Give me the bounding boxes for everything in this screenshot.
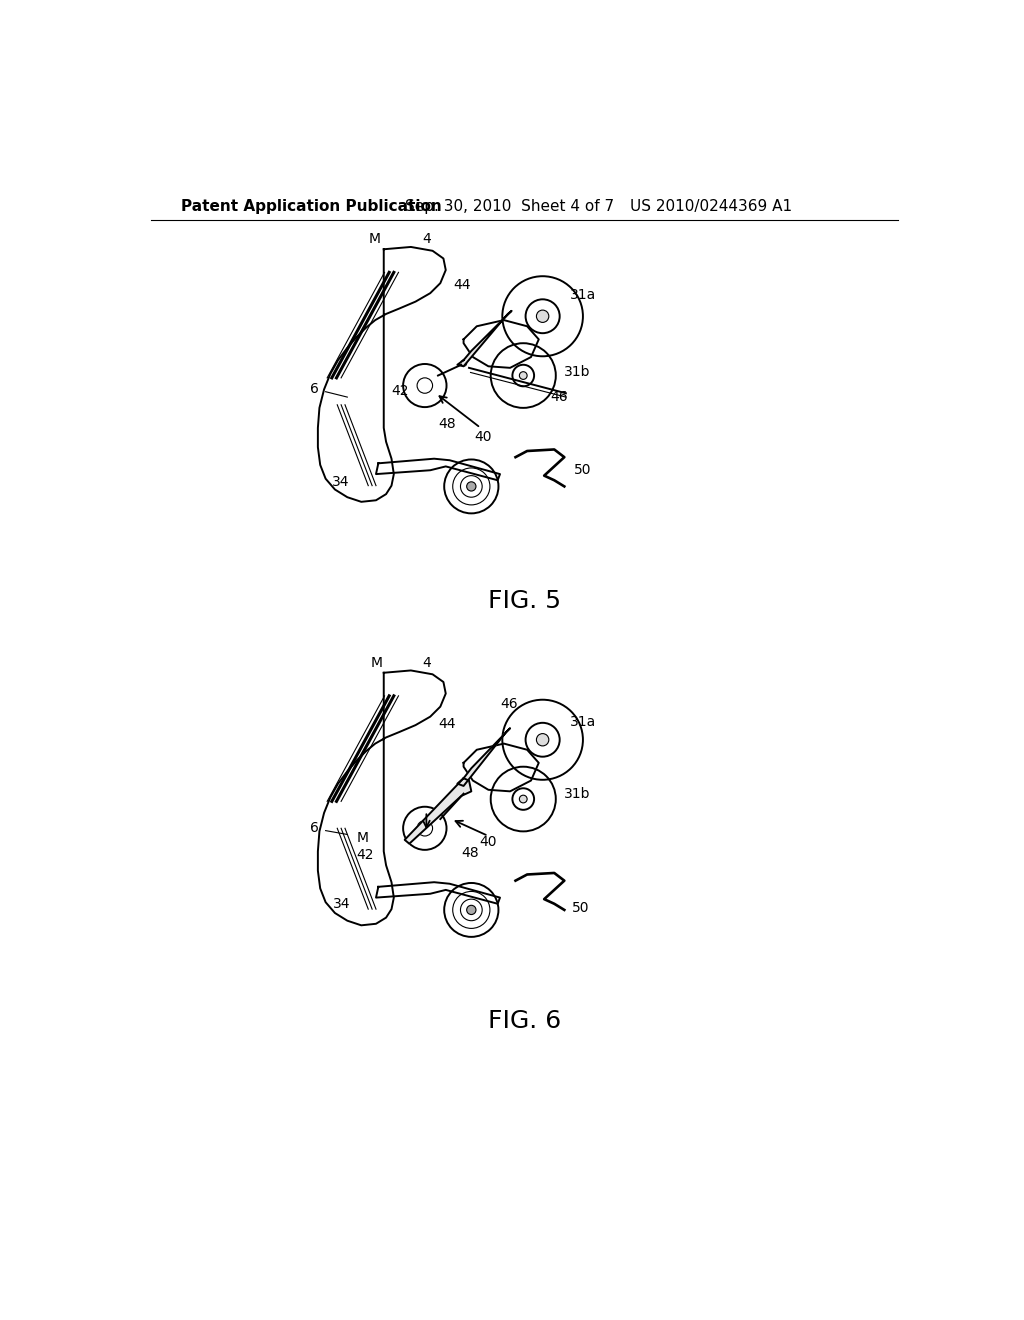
Circle shape — [467, 906, 476, 915]
Text: 40: 40 — [479, 836, 497, 849]
Text: 46: 46 — [500, 697, 517, 710]
Text: 48: 48 — [438, 417, 456, 432]
Text: 42: 42 — [391, 384, 409, 397]
Circle shape — [461, 360, 467, 367]
Polygon shape — [458, 312, 512, 367]
Text: 31b: 31b — [564, 366, 591, 379]
Text: 40: 40 — [474, 430, 492, 444]
Text: Sep. 30, 2010  Sheet 4 of 7: Sep. 30, 2010 Sheet 4 of 7 — [406, 198, 614, 214]
Text: 34: 34 — [334, 896, 351, 911]
Circle shape — [461, 784, 467, 789]
Text: 50: 50 — [572, 902, 590, 915]
Text: 31b: 31b — [564, 787, 591, 801]
Text: 44: 44 — [438, 717, 456, 731]
Text: 34: 34 — [332, 475, 349, 488]
Text: 50: 50 — [573, 463, 591, 478]
Text: 31a: 31a — [569, 715, 596, 729]
Text: Patent Application Publication: Patent Application Publication — [180, 198, 441, 214]
Text: 6: 6 — [310, 383, 319, 396]
Circle shape — [537, 310, 549, 322]
Text: M: M — [369, 232, 380, 247]
Text: US 2010/0244369 A1: US 2010/0244369 A1 — [630, 198, 793, 214]
Circle shape — [519, 372, 527, 379]
Text: 6: 6 — [310, 821, 319, 836]
Text: 31a: 31a — [569, 289, 596, 302]
Circle shape — [537, 734, 549, 746]
Text: 4: 4 — [423, 656, 431, 669]
Polygon shape — [458, 729, 510, 785]
Text: FIG. 6: FIG. 6 — [488, 1008, 561, 1032]
Text: FIG. 5: FIG. 5 — [488, 589, 561, 614]
Circle shape — [519, 795, 527, 803]
Circle shape — [467, 482, 476, 491]
Text: 46: 46 — [550, 391, 568, 404]
Text: 48: 48 — [461, 846, 479, 859]
Text: 44: 44 — [454, 279, 471, 293]
Text: M: M — [356, 830, 369, 845]
Text: 42: 42 — [356, 849, 374, 862]
Polygon shape — [404, 779, 471, 843]
Text: M: M — [371, 656, 383, 669]
Text: 4: 4 — [423, 232, 431, 247]
